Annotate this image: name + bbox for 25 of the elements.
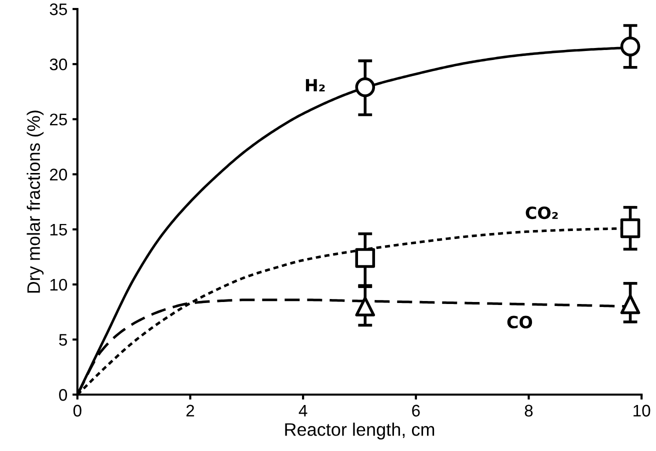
- x-tick-label: 4: [298, 404, 308, 416]
- y-tick-label: 10: [50, 278, 68, 291]
- y-tick-label: 25: [50, 114, 67, 126]
- series-label: H₂: [306, 79, 325, 92]
- y-tick-label: 0: [59, 389, 68, 401]
- point: [620, 36, 640, 56]
- x-tick-label: 0: [73, 404, 82, 417]
- point: [620, 218, 640, 238]
- point: [355, 77, 376, 98]
- y-axis-title: Dry molar fractions (%): [26, 110, 44, 293]
- x-axis-title: Reactor length, cm: [285, 422, 434, 440]
- y-tick-label: 30: [50, 58, 68, 70]
- point: [620, 294, 640, 314]
- point: [355, 248, 376, 268]
- y-tick-label: 20: [50, 168, 68, 180]
- x-tick-label: 2: [186, 404, 194, 416]
- series-label: CO: [507, 316, 532, 328]
- y-tick-label: 15: [50, 224, 67, 236]
- series-label: CO₂: [526, 206, 558, 220]
- x-tick-label: 8: [524, 404, 533, 417]
- y-tick-label: 35: [50, 3, 67, 16]
- x-tick-label: 6: [412, 404, 420, 417]
- x-tick-label: 10: [634, 404, 650, 417]
- point: [355, 296, 376, 316]
- y-tick-label: 5: [59, 334, 67, 346]
